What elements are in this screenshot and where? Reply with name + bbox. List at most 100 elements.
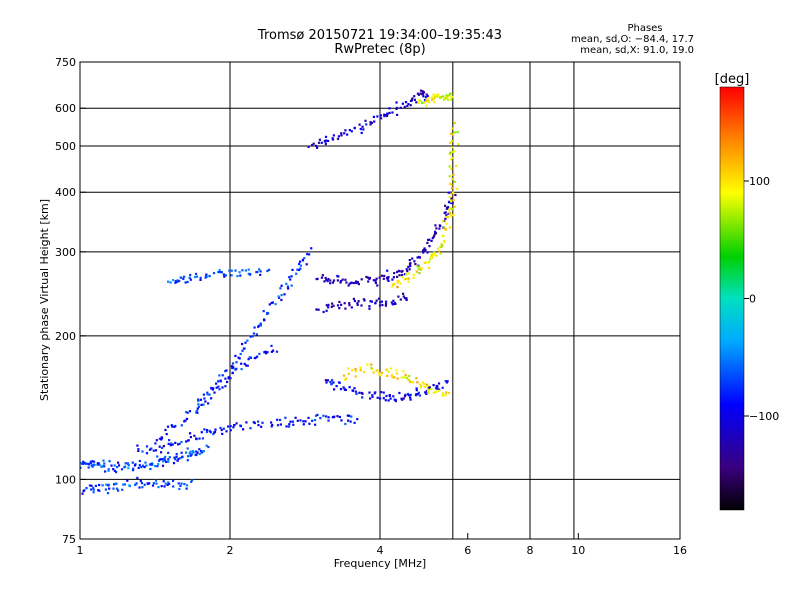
scatter-point [298, 260, 302, 263]
scatter-point [380, 391, 383, 394]
scatter-point [376, 115, 379, 118]
scatter-point [151, 484, 155, 487]
scatter-point [441, 392, 444, 395]
scatter-point [93, 460, 96, 463]
scatter-point [369, 300, 372, 303]
scatter-point [289, 278, 292, 281]
scatter-point [367, 280, 370, 283]
scatter-point [453, 180, 456, 183]
scatter-point [417, 268, 420, 271]
scatter-point [186, 280, 189, 284]
scatter-point [134, 483, 137, 486]
scatter-point [229, 429, 232, 432]
scatter-point [105, 483, 108, 486]
scatter-point [384, 399, 387, 402]
scatter-point [324, 140, 327, 143]
scatter-point [168, 439, 171, 442]
scatter-point [336, 137, 340, 140]
scatter-point [408, 259, 411, 262]
scatter-point [302, 423, 305, 426]
scatter-point [236, 275, 239, 278]
scatter-point [439, 96, 442, 99]
scatter-point [439, 245, 442, 248]
scatter-point [423, 382, 426, 385]
scatter-point [380, 371, 384, 374]
scatter-point [394, 398, 397, 402]
scatter-point [103, 465, 106, 468]
scatter-point [82, 460, 85, 463]
scatter-point [445, 228, 448, 231]
scatter-point [276, 418, 279, 421]
scatter-point [321, 274, 324, 277]
scatter-point [444, 211, 447, 214]
scatter-point [224, 377, 227, 380]
scatter-point [418, 272, 421, 275]
scatter-point [280, 298, 283, 302]
scatter-point [194, 453, 197, 457]
scatter-point [174, 280, 177, 283]
scatter-point [171, 425, 174, 428]
scatter-point [401, 102, 404, 105]
scatter-point [406, 270, 409, 273]
scatter-point [221, 432, 224, 435]
scatter-point [405, 376, 408, 379]
scatter-point [430, 96, 433, 99]
scatter-point [356, 281, 359, 284]
scatter-point [411, 97, 414, 100]
scatter-point [274, 303, 277, 306]
scatter-point [407, 277, 410, 280]
scatter-point [86, 462, 89, 465]
scatter-point [245, 421, 248, 424]
scatter-point [308, 422, 311, 425]
scatter-point [280, 294, 283, 297]
scatter-point [85, 487, 88, 490]
scatter-point [157, 486, 160, 489]
scatter-point [327, 306, 330, 309]
scatter-point [355, 280, 358, 283]
scatter-point [362, 128, 365, 131]
scatter-point [205, 275, 208, 278]
scatter-point [180, 482, 183, 485]
scatter-point [229, 377, 232, 380]
scatter-point [396, 113, 399, 116]
scatter-point [425, 104, 428, 107]
scatter-point [402, 397, 405, 400]
scatter-point [87, 463, 90, 466]
scatter-point [336, 279, 339, 282]
scatter-point [246, 339, 249, 342]
scatter-point [447, 191, 450, 194]
scatter-point [424, 261, 428, 264]
scatter-point [185, 440, 188, 443]
scatter-point [90, 464, 93, 467]
scatter-point [208, 275, 211, 278]
scatter-point [401, 273, 404, 277]
y-axis-ticks: 75 100 200 300 400 500 600 750 [55, 56, 86, 546]
scatter-point [81, 492, 84, 495]
scatter-point [433, 97, 436, 100]
scatter-point [170, 424, 173, 427]
scatter-point [376, 396, 379, 399]
scatter-point [169, 281, 172, 284]
scatter-point [189, 436, 192, 439]
scatter-point [324, 276, 327, 280]
scatter-point [239, 274, 242, 277]
scatter-point [447, 201, 451, 204]
scatter-point [451, 156, 454, 159]
scatter-point [324, 379, 327, 382]
scatter-point [387, 370, 390, 373]
scatter-point [350, 130, 353, 133]
scatter-point [424, 391, 427, 394]
scatter-point [305, 263, 308, 266]
y-tick-label: 100 [55, 473, 76, 486]
scatter-point [163, 459, 167, 462]
scatter-point [201, 450, 204, 453]
scatter-point [241, 349, 244, 352]
scatter-point [444, 393, 447, 396]
scatter-point [378, 304, 382, 307]
scatter-point [149, 467, 152, 471]
scatter-point [251, 335, 254, 338]
scatter-point [432, 235, 435, 238]
scatter-point [150, 447, 153, 450]
scatter-point [350, 281, 353, 284]
scatter-point [357, 283, 360, 286]
